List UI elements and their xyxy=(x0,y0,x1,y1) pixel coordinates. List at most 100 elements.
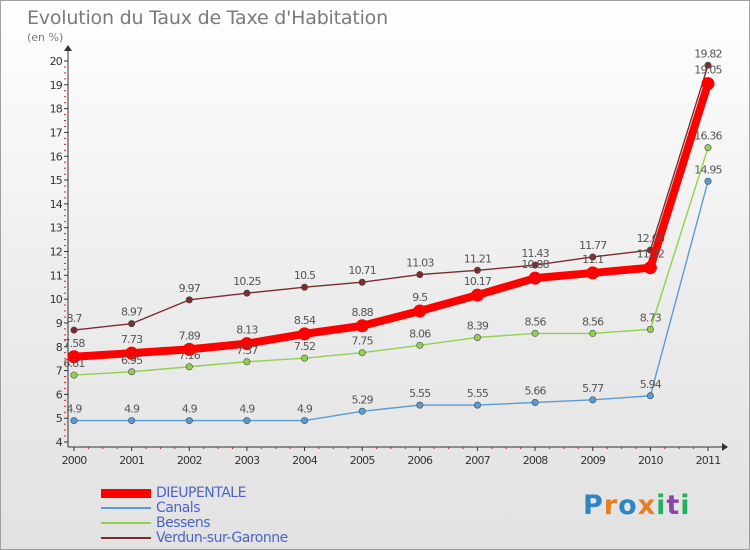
y-tick-label: 17 xyxy=(50,126,63,139)
data-label-dieupentale: 8.13 xyxy=(236,324,258,337)
data-label-dieupentale: 11.32 xyxy=(637,248,665,261)
y-tick-label: 13 xyxy=(50,222,63,235)
data-label-bessens: 16.36 xyxy=(694,130,722,143)
data-point-canals xyxy=(589,396,597,404)
data-point-verdun-sur-garonne xyxy=(358,278,366,286)
data-point-bessens xyxy=(185,363,193,371)
data-label-verdun-sur-garonne: 11.43 xyxy=(521,247,549,260)
data-point-dieupentale xyxy=(67,350,81,364)
data-label-verdun-sur-garonne: 8.97 xyxy=(121,306,143,319)
data-label-dieupentale: 7.89 xyxy=(179,329,201,342)
x-tick-label: 2003 xyxy=(235,454,261,467)
data-label-dieupentale: 10.17 xyxy=(464,275,492,288)
legend-label-bessens: Bessens xyxy=(156,515,211,531)
data-label-dieupentale: 10.88 xyxy=(521,258,549,271)
data-label-bessens: 7.37 xyxy=(236,344,258,357)
data-label-canals: 4.9 xyxy=(182,403,198,416)
data-label-canals: 5.29 xyxy=(352,393,374,406)
y-tick-label: 4 xyxy=(56,436,63,449)
data-label-canals: 14.95 xyxy=(694,163,722,176)
x-tick-label: 2004 xyxy=(292,454,318,467)
chart-title: Evolution du Taux de Taxe d'Habitation xyxy=(27,7,388,29)
data-label-bessens: 8.06 xyxy=(409,327,431,340)
data-point-canals xyxy=(531,398,539,406)
series-lines xyxy=(67,61,715,425)
data-point-dieupentale xyxy=(125,346,139,360)
data-point-verdun-sur-garonne xyxy=(589,253,597,261)
data-label-dieupentale: 7.58 xyxy=(63,337,85,350)
legend-label-verdun: Verdun-sur-Garonne xyxy=(156,530,288,546)
data-point-bessens xyxy=(704,144,712,152)
data-labels: 4.9 4.9 4.9 4.9 4.9 5.29 5.55 5.55 5.66 5.77 5.94 1… xyxy=(63,47,723,416)
data-point-canals xyxy=(646,392,654,400)
data-label-bessens: 7.75 xyxy=(352,335,374,348)
data-point-verdun-sur-garonne xyxy=(473,266,481,274)
data-point-canals xyxy=(358,407,366,415)
logo-letter: i xyxy=(656,490,667,521)
data-label-dieupentale: 9.5 xyxy=(412,291,428,304)
y-tick-label: 12 xyxy=(50,246,62,259)
data-label-canals: 5.66 xyxy=(524,384,546,397)
data-label-canals: 5.55 xyxy=(409,387,431,400)
data-point-bessens xyxy=(473,333,481,341)
series-line-bessens xyxy=(73,146,709,376)
data-label-bessens: 8.56 xyxy=(524,315,546,328)
data-point-verdun-sur-garonne xyxy=(128,320,136,328)
data-label-verdun-sur-garonne: 12.06 xyxy=(637,232,665,245)
data-point-bessens xyxy=(589,329,597,337)
data-point-bessens xyxy=(646,325,654,333)
data-point-dieupentale xyxy=(586,266,600,280)
data-label-canals: 5.94 xyxy=(640,378,662,391)
x-tick-label: 2005 xyxy=(350,454,376,467)
data-point-dieupentale xyxy=(701,77,715,91)
y-tick-label: 19 xyxy=(50,79,63,92)
logo-letter: t xyxy=(666,490,681,521)
x-tick-label: 2002 xyxy=(177,454,202,467)
logo-letter: r xyxy=(603,490,619,521)
data-point-dieupentale xyxy=(355,319,369,333)
data-label-verdun-sur-garonne: 10.71 xyxy=(348,264,376,277)
data-label-dieupentale: 19.05 xyxy=(694,64,722,77)
data-label-verdun-sur-garonne: 9.97 xyxy=(179,282,201,295)
data-point-verdun-sur-garonne xyxy=(704,61,712,69)
chart-subtitle: (en %) xyxy=(27,31,64,44)
x-tick-label: 2011 xyxy=(696,454,721,467)
y-tick-label: 8 xyxy=(56,341,63,354)
legend-swatch-bessens xyxy=(101,522,151,524)
legend-swatch-verdun xyxy=(101,537,151,539)
data-label-canals: 5.55 xyxy=(467,387,489,400)
data-point-bessens xyxy=(301,354,309,362)
logo-letter: x xyxy=(637,490,657,521)
data-point-dieupentale xyxy=(643,261,657,275)
y-tick-label: 5 xyxy=(56,412,63,425)
data-point-verdun-sur-garonne xyxy=(243,289,251,297)
data-label-canals: 4.9 xyxy=(66,403,82,416)
data-point-canals xyxy=(185,417,193,425)
data-point-bessens xyxy=(531,329,539,337)
data-label-bessens: 8.56 xyxy=(582,315,604,328)
data-point-dieupentale xyxy=(240,337,254,351)
proxiti-logo: Proxiti xyxy=(583,490,691,521)
x-tick-label: 2007 xyxy=(465,454,491,467)
data-label-verdun-sur-garonne: 10.25 xyxy=(233,275,261,288)
y-tick-label: 6 xyxy=(56,388,63,401)
data-point-canals xyxy=(243,417,251,425)
data-label-verdun-sur-garonne: 11.03 xyxy=(406,257,434,270)
data-point-canals xyxy=(70,417,78,425)
data-point-bessens xyxy=(416,341,424,349)
data-point-canals xyxy=(473,401,481,409)
data-point-bessens xyxy=(243,358,251,366)
data-label-canals: 5.77 xyxy=(582,382,604,395)
x-tick-label: 2008 xyxy=(523,454,549,467)
data-label-dieupentale: 8.54 xyxy=(294,314,316,327)
data-label-verdun-sur-garonne: 8.7 xyxy=(66,312,82,325)
data-label-bessens: 8.73 xyxy=(640,311,662,324)
legend-swatch-canals xyxy=(101,507,151,509)
data-label-canals: 4.9 xyxy=(297,403,313,416)
y-tick-label: 20 xyxy=(50,55,63,68)
data-label-verdun-sur-garonne: 10.5 xyxy=(294,269,316,282)
y-tick-label: 10 xyxy=(50,293,63,306)
y-tick-label: 7 xyxy=(56,365,63,378)
